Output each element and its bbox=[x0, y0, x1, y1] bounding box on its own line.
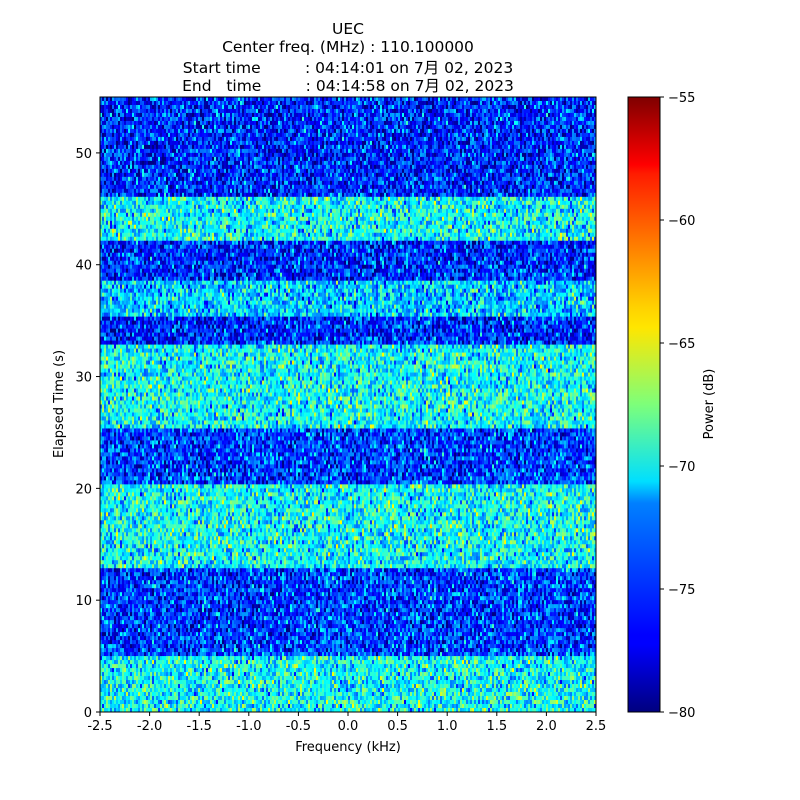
heatmap-cells bbox=[100, 97, 596, 712]
